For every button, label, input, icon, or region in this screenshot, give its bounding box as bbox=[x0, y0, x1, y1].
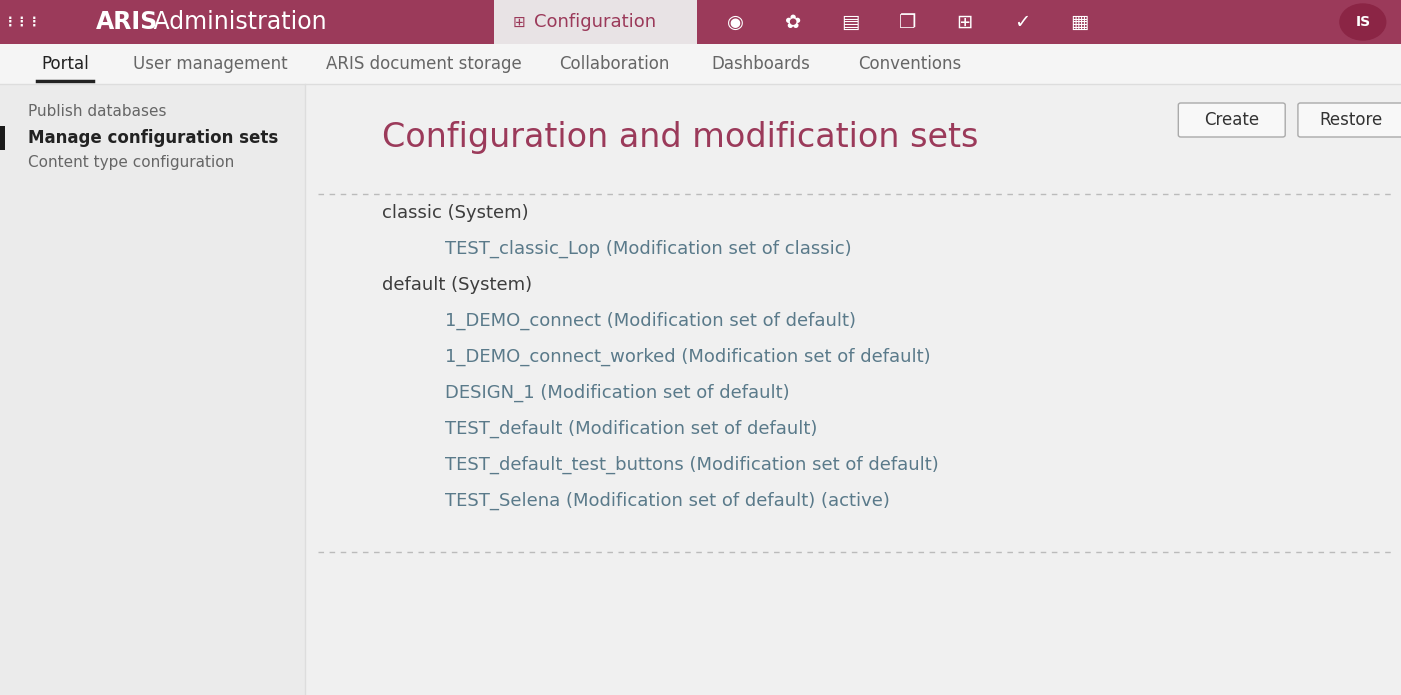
Text: Publish databases: Publish databases bbox=[28, 104, 167, 120]
Text: Conventions: Conventions bbox=[859, 55, 961, 73]
Text: ▤: ▤ bbox=[841, 13, 859, 31]
Text: Administration: Administration bbox=[146, 10, 326, 34]
Text: ⋮⋮⋮: ⋮⋮⋮ bbox=[4, 15, 42, 28]
Text: ❐: ❐ bbox=[898, 13, 916, 31]
Text: DESIGN_1 (Modification set of default): DESIGN_1 (Modification set of default) bbox=[446, 384, 790, 402]
Text: Restore: Restore bbox=[1320, 111, 1383, 129]
Text: 1_DEMO_connect (Modification set of default): 1_DEMO_connect (Modification set of defa… bbox=[446, 312, 856, 330]
Text: Manage configuration sets: Manage configuration sets bbox=[28, 129, 279, 147]
Text: Create: Create bbox=[1205, 111, 1259, 129]
Text: Configuration: Configuration bbox=[534, 13, 657, 31]
FancyBboxPatch shape bbox=[0, 84, 305, 695]
FancyBboxPatch shape bbox=[1178, 103, 1285, 137]
Text: Configuration and modification sets: Configuration and modification sets bbox=[381, 122, 978, 154]
Text: ⊞: ⊞ bbox=[513, 15, 525, 29]
Text: ARIS: ARIS bbox=[95, 10, 158, 34]
Text: Dashboards: Dashboards bbox=[712, 55, 810, 73]
Text: 1_DEMO_connect_worked (Modification set of default): 1_DEMO_connect_worked (Modification set … bbox=[446, 348, 932, 366]
FancyBboxPatch shape bbox=[0, 0, 1401, 44]
Text: TEST_default_test_buttons (Modification set of default): TEST_default_test_buttons (Modification … bbox=[446, 456, 939, 474]
Text: ✓: ✓ bbox=[1013, 13, 1030, 31]
Text: ◉: ◉ bbox=[727, 13, 744, 31]
FancyBboxPatch shape bbox=[493, 0, 698, 44]
Text: TEST_Selena (Modification set of default) (active): TEST_Selena (Modification set of default… bbox=[446, 492, 890, 510]
Text: TEST_classic_Lop (Modification set of classic): TEST_classic_Lop (Modification set of cl… bbox=[446, 240, 852, 258]
Text: ✿: ✿ bbox=[785, 13, 801, 31]
Text: Content type configuration: Content type configuration bbox=[28, 156, 234, 170]
Text: Portal: Portal bbox=[41, 55, 88, 73]
Text: Collaboration: Collaboration bbox=[559, 55, 670, 73]
FancyBboxPatch shape bbox=[1297, 103, 1401, 137]
Text: default (System): default (System) bbox=[381, 276, 532, 294]
FancyBboxPatch shape bbox=[0, 44, 1401, 84]
Text: IS: IS bbox=[1355, 15, 1370, 29]
Text: classic (System): classic (System) bbox=[381, 204, 528, 222]
FancyBboxPatch shape bbox=[305, 84, 1401, 695]
Text: ▦: ▦ bbox=[1070, 13, 1089, 31]
Text: ARIS document storage: ARIS document storage bbox=[326, 55, 521, 73]
Text: ⊞: ⊞ bbox=[957, 13, 972, 31]
Circle shape bbox=[1339, 4, 1386, 40]
Text: TEST_default (Modification set of default): TEST_default (Modification set of defaul… bbox=[446, 420, 818, 438]
Text: User management: User management bbox=[133, 55, 287, 73]
FancyBboxPatch shape bbox=[0, 126, 6, 150]
